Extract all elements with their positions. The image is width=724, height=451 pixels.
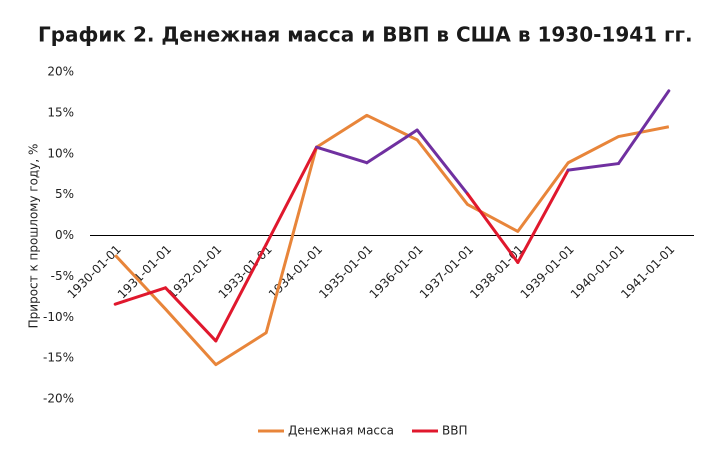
y-tick-label: 15%	[47, 105, 74, 119]
y-tick-label: 5%	[55, 187, 74, 201]
legend-label: Денежная масса	[288, 424, 394, 438]
chart-title: График 2. Денежная масса и ВВП в США в 1…	[38, 23, 693, 47]
line-segment	[214, 242, 268, 343]
y-tick-label: 0%	[55, 228, 74, 242]
line-segment	[264, 145, 318, 246]
y-tick-label: 10%	[47, 146, 74, 160]
line-segment	[365, 128, 419, 165]
line-series	[114, 113, 670, 367]
y-tick-label: -5%	[51, 269, 74, 283]
line-segment	[516, 168, 570, 264]
line-segment	[315, 145, 369, 165]
line-segment	[566, 162, 620, 172]
y-tick-label: -10%	[43, 310, 74, 324]
y-tick-label: -20%	[43, 392, 74, 406]
legend-label: ВВП	[442, 424, 468, 438]
line-segment	[113, 286, 167, 306]
y-axis-label: Прирост к прошлому году, %	[27, 144, 41, 329]
y-tick-label: 20%	[47, 65, 74, 79]
line-segment	[617, 89, 671, 166]
y-tick-label: -15%	[43, 351, 74, 365]
line-segment	[415, 128, 469, 196]
line-segment	[164, 286, 218, 343]
line-segment	[466, 192, 520, 264]
